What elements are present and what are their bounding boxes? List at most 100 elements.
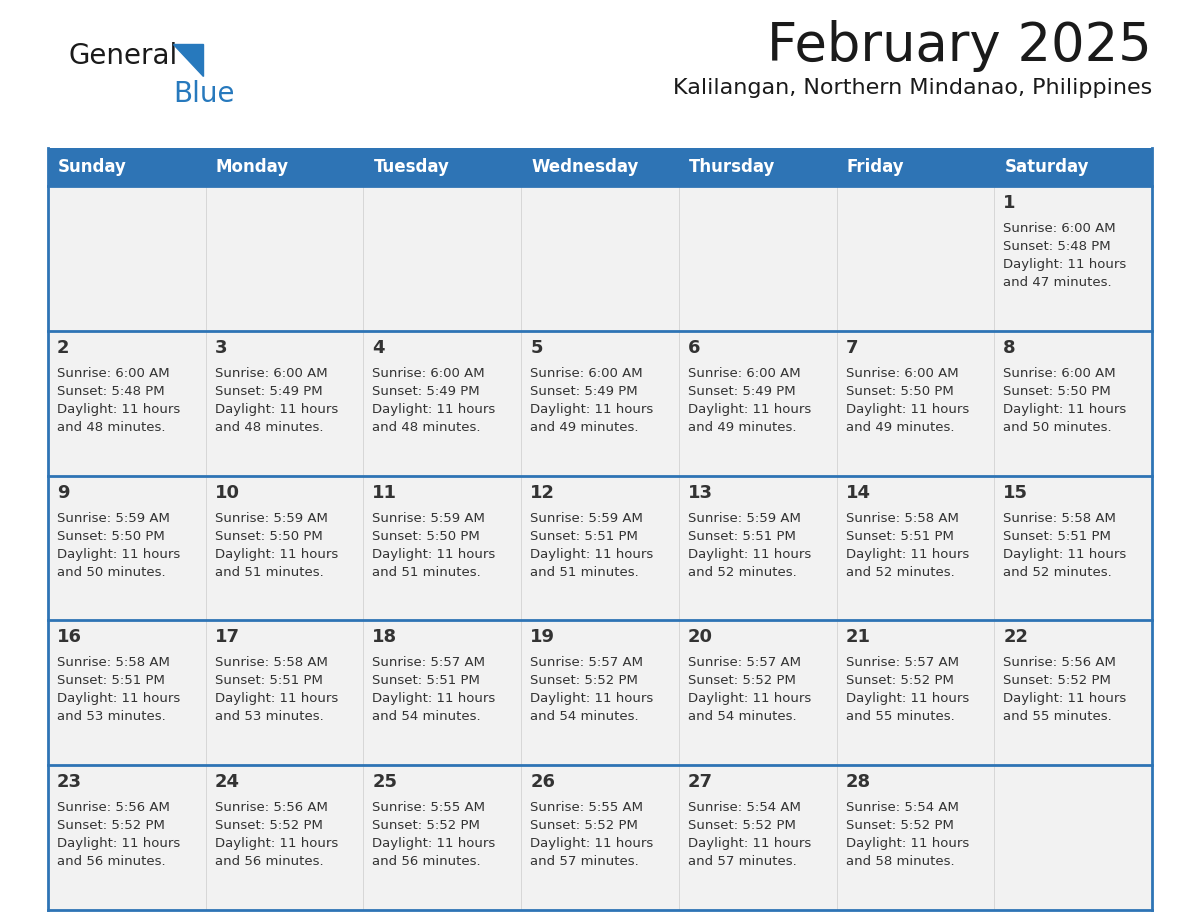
Bar: [522, 476, 678, 621]
Text: Sunset: 5:49 PM: Sunset: 5:49 PM: [688, 385, 796, 397]
Text: Daylight: 11 hours: Daylight: 11 hours: [215, 403, 337, 416]
Text: 19: 19: [530, 629, 555, 646]
Text: and 56 minutes.: and 56 minutes.: [57, 856, 165, 868]
Text: 11: 11: [372, 484, 398, 501]
Text: Sunrise: 5:58 AM: Sunrise: 5:58 AM: [57, 656, 170, 669]
Bar: [522, 186, 678, 330]
Text: Sunrise: 5:58 AM: Sunrise: 5:58 AM: [215, 656, 328, 669]
Bar: [364, 476, 522, 621]
Text: Sunrise: 6:00 AM: Sunrise: 6:00 AM: [846, 367, 959, 380]
Text: Thursday: Thursday: [689, 158, 776, 176]
Text: Daylight: 11 hours: Daylight: 11 hours: [688, 692, 811, 705]
Text: and 55 minutes.: and 55 minutes.: [1004, 711, 1112, 723]
Text: Sunrise: 5:58 AM: Sunrise: 5:58 AM: [1004, 511, 1117, 524]
Text: Sunrise: 5:55 AM: Sunrise: 5:55 AM: [530, 801, 643, 814]
Text: Sunrise: 5:57 AM: Sunrise: 5:57 AM: [846, 656, 959, 669]
Text: Sunset: 5:50 PM: Sunset: 5:50 PM: [57, 530, 165, 543]
Text: 1: 1: [1004, 194, 1016, 212]
Text: Sunrise: 5:59 AM: Sunrise: 5:59 AM: [215, 511, 328, 524]
Bar: [48, 186, 206, 330]
Bar: [836, 621, 994, 766]
Text: and 47 minutes.: and 47 minutes.: [1004, 276, 1112, 289]
Bar: [522, 766, 678, 910]
Text: Daylight: 11 hours: Daylight: 11 hours: [530, 403, 653, 416]
Text: Daylight: 11 hours: Daylight: 11 hours: [57, 548, 181, 561]
Text: Sunset: 5:50 PM: Sunset: 5:50 PM: [846, 385, 953, 397]
Text: Daylight: 11 hours: Daylight: 11 hours: [215, 837, 337, 850]
Text: Saturday: Saturday: [1004, 158, 1088, 176]
Bar: [364, 186, 522, 330]
Text: Daylight: 11 hours: Daylight: 11 hours: [688, 403, 811, 416]
Text: Sunrise: 5:59 AM: Sunrise: 5:59 AM: [372, 511, 486, 524]
Text: and 54 minutes.: and 54 minutes.: [688, 711, 796, 723]
Bar: [994, 330, 1152, 476]
Text: 21: 21: [846, 629, 871, 646]
Bar: [678, 766, 836, 910]
Text: Sunset: 5:51 PM: Sunset: 5:51 PM: [215, 675, 323, 688]
Text: Monday: Monday: [216, 158, 289, 176]
Text: Sunset: 5:51 PM: Sunset: 5:51 PM: [57, 675, 165, 688]
Text: Sunset: 5:52 PM: Sunset: 5:52 PM: [57, 819, 165, 833]
Text: Sunset: 5:52 PM: Sunset: 5:52 PM: [846, 675, 954, 688]
Text: 16: 16: [57, 629, 82, 646]
Text: 7: 7: [846, 339, 858, 357]
Bar: [48, 330, 206, 476]
Text: 6: 6: [688, 339, 701, 357]
Text: and 52 minutes.: and 52 minutes.: [1004, 565, 1112, 578]
Text: Sunset: 5:52 PM: Sunset: 5:52 PM: [846, 819, 954, 833]
Text: and 49 minutes.: and 49 minutes.: [846, 420, 954, 434]
Text: Daylight: 11 hours: Daylight: 11 hours: [846, 403, 969, 416]
Text: 25: 25: [372, 773, 398, 791]
Text: and 53 minutes.: and 53 minutes.: [215, 711, 323, 723]
Text: Sunday: Sunday: [58, 158, 127, 176]
Text: Daylight: 11 hours: Daylight: 11 hours: [846, 837, 969, 850]
Text: and 58 minutes.: and 58 minutes.: [846, 856, 954, 868]
Text: Daylight: 11 hours: Daylight: 11 hours: [57, 837, 181, 850]
Text: and 50 minutes.: and 50 minutes.: [57, 565, 165, 578]
Text: 20: 20: [688, 629, 713, 646]
Text: 23: 23: [57, 773, 82, 791]
Text: Daylight: 11 hours: Daylight: 11 hours: [57, 403, 181, 416]
Text: Sunrise: 6:00 AM: Sunrise: 6:00 AM: [688, 367, 801, 380]
Text: Daylight: 11 hours: Daylight: 11 hours: [372, 403, 495, 416]
Text: 18: 18: [372, 629, 398, 646]
Bar: [678, 330, 836, 476]
Text: Sunrise: 6:00 AM: Sunrise: 6:00 AM: [1004, 222, 1116, 235]
Text: Daylight: 11 hours: Daylight: 11 hours: [57, 692, 181, 705]
Bar: [206, 186, 364, 330]
Text: Sunset: 5:52 PM: Sunset: 5:52 PM: [688, 675, 796, 688]
Bar: [48, 621, 206, 766]
Text: Daylight: 11 hours: Daylight: 11 hours: [530, 548, 653, 561]
Text: and 50 minutes.: and 50 minutes.: [1004, 420, 1112, 434]
Text: Sunrise: 5:54 AM: Sunrise: 5:54 AM: [846, 801, 959, 814]
Bar: [678, 476, 836, 621]
Text: Kalilangan, Northern Mindanao, Philippines: Kalilangan, Northern Mindanao, Philippin…: [672, 78, 1152, 98]
Bar: [994, 186, 1152, 330]
Text: Sunset: 5:49 PM: Sunset: 5:49 PM: [215, 385, 322, 397]
Text: Sunset: 5:52 PM: Sunset: 5:52 PM: [688, 819, 796, 833]
Text: Blue: Blue: [173, 80, 234, 108]
Text: Sunrise: 5:54 AM: Sunrise: 5:54 AM: [688, 801, 801, 814]
Text: Sunset: 5:49 PM: Sunset: 5:49 PM: [530, 385, 638, 397]
Text: 14: 14: [846, 484, 871, 501]
Text: Sunrise: 6:00 AM: Sunrise: 6:00 AM: [57, 367, 170, 380]
Text: Sunrise: 5:55 AM: Sunrise: 5:55 AM: [372, 801, 486, 814]
Text: February 2025: February 2025: [767, 20, 1152, 72]
Text: Sunset: 5:50 PM: Sunset: 5:50 PM: [1004, 385, 1111, 397]
Text: 26: 26: [530, 773, 555, 791]
Text: Sunset: 5:48 PM: Sunset: 5:48 PM: [57, 385, 165, 397]
Text: and 56 minutes.: and 56 minutes.: [372, 856, 481, 868]
Text: Daylight: 11 hours: Daylight: 11 hours: [372, 837, 495, 850]
Bar: [206, 621, 364, 766]
Text: and 48 minutes.: and 48 minutes.: [215, 420, 323, 434]
Text: Sunrise: 6:00 AM: Sunrise: 6:00 AM: [215, 367, 328, 380]
Text: Sunset: 5:50 PM: Sunset: 5:50 PM: [215, 530, 322, 543]
Text: 13: 13: [688, 484, 713, 501]
Text: 5: 5: [530, 339, 543, 357]
Text: Daylight: 11 hours: Daylight: 11 hours: [1004, 692, 1126, 705]
Text: 4: 4: [372, 339, 385, 357]
Text: 22: 22: [1004, 629, 1029, 646]
Text: Wednesday: Wednesday: [531, 158, 638, 176]
Text: Sunrise: 5:57 AM: Sunrise: 5:57 AM: [530, 656, 643, 669]
Text: and 56 minutes.: and 56 minutes.: [215, 856, 323, 868]
